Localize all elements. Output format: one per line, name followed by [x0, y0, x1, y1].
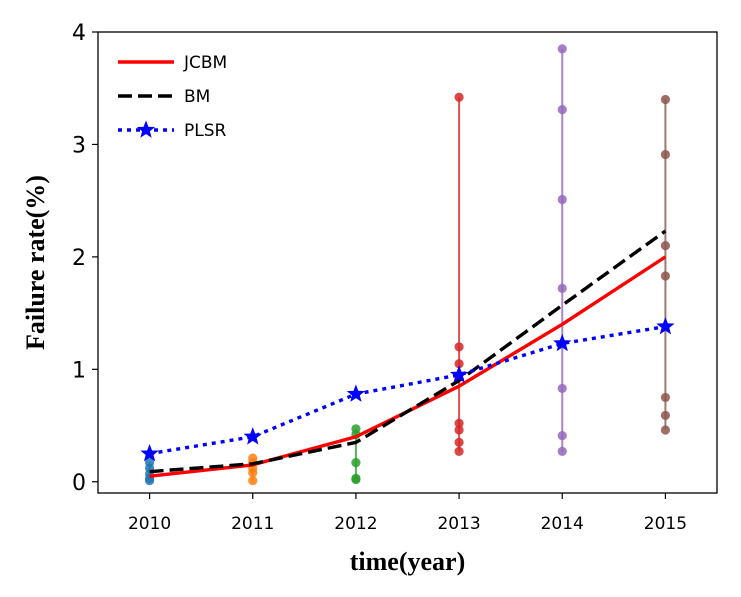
series-line-plsr — [149, 324, 666, 456]
observation-point — [557, 383, 567, 394]
legend: JCBM BM PLSR — [118, 53, 227, 141]
series-marker-plsr — [553, 333, 572, 352]
observation-point — [454, 342, 464, 352]
x-tick-label: 2011 — [231, 514, 274, 534]
plot-frame — [97, 31, 718, 494]
y-tick-label: 3 — [72, 133, 86, 158]
series-line-jcbm — [149, 255, 667, 478]
x-tick-label: 2013 — [437, 514, 480, 534]
observation-point — [660, 410, 671, 421]
y-tick-label: 4 — [72, 21, 86, 46]
observation-point — [557, 44, 567, 54]
observation-point — [454, 92, 464, 102]
observation-point — [454, 425, 464, 435]
observation-point — [557, 431, 567, 441]
observation-point — [660, 94, 671, 105]
observation-point — [557, 446, 567, 456]
legend-label-bm: BM — [184, 87, 210, 107]
observation-point — [351, 458, 361, 468]
y-tick-label: 2 — [72, 246, 86, 271]
observation-point — [660, 149, 671, 160]
observation-point — [248, 476, 258, 486]
ticks-layer: 2010 2011 2012 2013 2014 2015 0 1 2 3 4 — [72, 21, 687, 534]
observation-point — [351, 473, 361, 483]
observation-point — [454, 446, 464, 456]
series-marker-plsr — [243, 427, 262, 445]
series-marker-plsr — [449, 365, 469, 383]
series-line-bm — [149, 229, 667, 474]
y-tick-label: 1 — [72, 358, 86, 383]
observation-point — [454, 359, 464, 369]
observation-point — [454, 437, 464, 448]
series-marker-plsr — [140, 444, 159, 462]
series-marker-plsr — [656, 316, 675, 335]
observation-point — [660, 241, 671, 251]
legend-label-jcbm: JCBM — [183, 53, 227, 73]
observation-point — [660, 392, 671, 403]
x-tick-label: 2012 — [334, 514, 377, 534]
x-tick-label: 2014 — [541, 514, 584, 534]
x-axis-title: time(year) — [350, 547, 465, 576]
observation-point — [144, 458, 155, 468]
observation-layer — [144, 44, 671, 486]
series-layer — [140, 229, 675, 478]
y-tick-label: 0 — [72, 471, 86, 496]
observation-point — [454, 418, 464, 428]
observation-point — [351, 424, 361, 434]
x-tick-label: 2015 — [644, 514, 687, 534]
observation-point — [557, 283, 567, 293]
observation-point — [248, 453, 258, 463]
legend-marker-plsr — [136, 120, 156, 138]
series-marker-plsr — [346, 384, 366, 402]
y-axis-title: Failure rate(%) — [21, 175, 50, 350]
observation-point — [557, 104, 567, 115]
legend-label-plsr: PLSR — [184, 121, 227, 141]
observation-point — [557, 194, 567, 205]
observation-point — [660, 271, 671, 281]
observation-point — [660, 425, 671, 435]
x-tick-label: 2010 — [128, 514, 171, 534]
